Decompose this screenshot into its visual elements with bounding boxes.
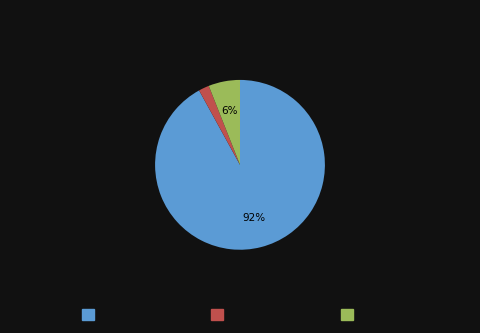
Wedge shape <box>209 80 240 165</box>
Wedge shape <box>155 80 325 250</box>
Text: 6%: 6% <box>221 106 238 116</box>
Wedge shape <box>199 86 240 165</box>
Text: 92%: 92% <box>242 213 265 223</box>
